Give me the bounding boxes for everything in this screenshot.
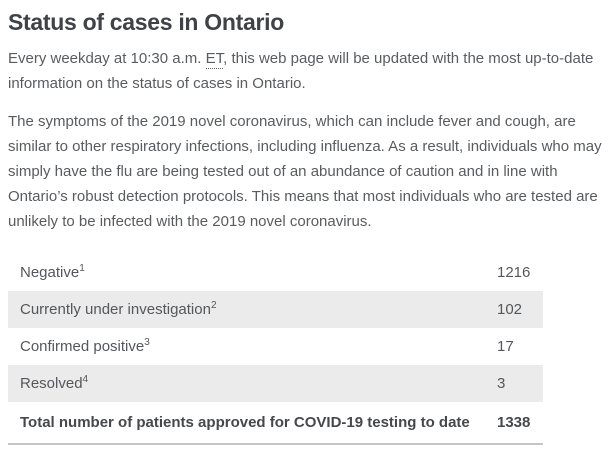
intro-text-before: Every weekday at 10:30 a.m. (8, 50, 206, 67)
row-label-text: Negative (20, 264, 80, 281)
row-label: Confirmed positive3 (8, 328, 490, 365)
intro-text-after: , this web page will be updated with the… (8, 50, 594, 92)
total-value: 1338 (490, 402, 543, 445)
row-value: 1216 (497, 264, 531, 281)
case-status-table: Negative1 1216 Currently under investiga… (8, 254, 543, 445)
row-label-text: Confirmed positive (20, 338, 145, 355)
table-total-row: Total number of patients approved for CO… (8, 402, 543, 445)
row-label: Resolved4 (8, 365, 490, 402)
row-label: Currently under investigation2 (8, 291, 490, 328)
footnote-ref: 2 (210, 300, 217, 311)
intro-paragraph: Every weekday at 10:30 a.m. ET, this web… (8, 46, 602, 96)
table-row-negative: Negative1 1216 (8, 254, 543, 291)
row-value: 3 (497, 375, 506, 392)
footnote-ref: 3 (144, 337, 150, 348)
footnote-ref: 4 (82, 374, 89, 385)
row-label-text: Resolved (20, 375, 83, 392)
total-label: Total number of patients approved for CO… (8, 402, 490, 445)
page-title: Status of cases in Ontario (8, 9, 284, 35)
footnote-ref: 1 (79, 263, 85, 274)
table-row-under-investigation: Currently under investigation2 102 (8, 291, 543, 328)
table-row-confirmed-positive: Confirmed positive3 17 (8, 328, 543, 365)
description-paragraph: The symptoms of the 2019 novel coronavir… (8, 113, 602, 230)
table-row-resolved: Resolved4 3 (8, 365, 543, 402)
row-label-text: Currently under investigation (20, 301, 211, 318)
row-value: 17 (497, 338, 514, 355)
row-label: Negative1 (8, 254, 490, 291)
row-value: 102 (497, 301, 523, 318)
timezone-abbr[interactable]: ET (205, 50, 224, 69)
